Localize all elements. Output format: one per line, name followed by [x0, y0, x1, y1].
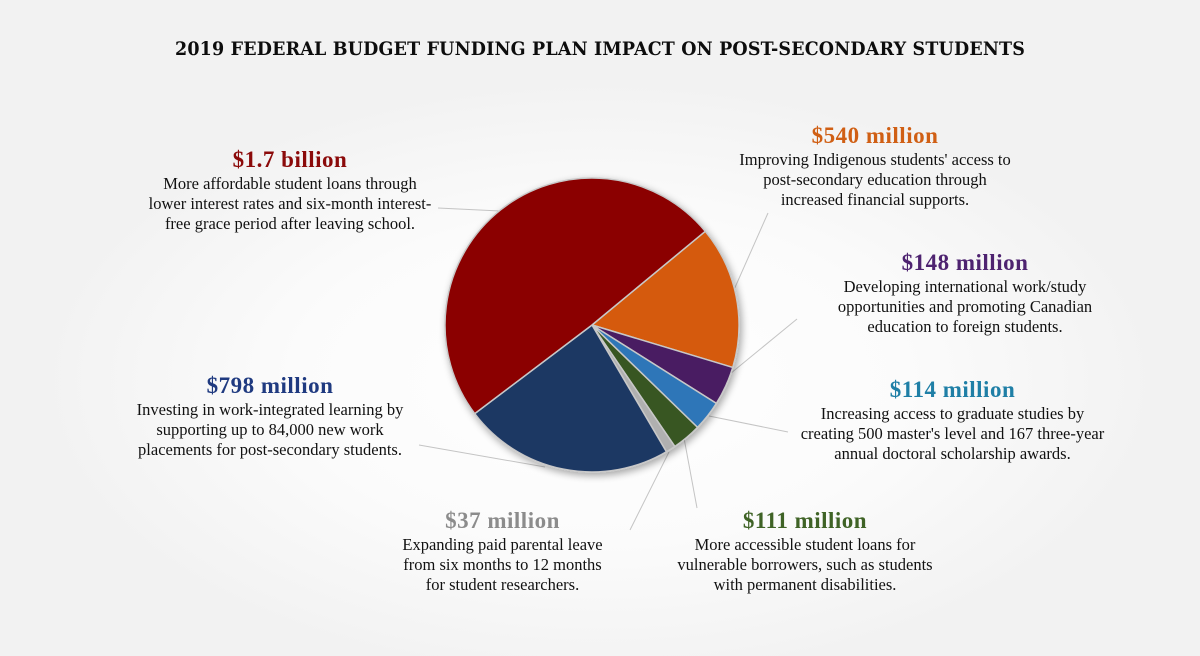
description-navy: Investing in work-integrated learning by…: [136, 400, 404, 459]
leader-lines: [418, 207, 798, 531]
leader-line-orange: [732, 212, 769, 293]
leader-line-blue: [708, 415, 789, 433]
pie-slice-540-million: [591, 230, 740, 369]
label-blue-slice: $114 million Increasing access to gradua…: [770, 376, 1135, 464]
amount-navy: $798 million: [206, 373, 334, 398]
description-orange: Improving Indigenous students' access to…: [739, 150, 1011, 209]
amount-purple: $148 million: [901, 250, 1029, 275]
pie-slices: [444, 177, 740, 473]
leader-line-gray: [629, 451, 670, 531]
label-gray-slice: $37 million Expanding paid parental leav…: [375, 507, 630, 595]
description-gray: Expanding paid parental leave from six m…: [402, 535, 603, 594]
description-red: More affordable student loans through lo…: [148, 174, 432, 233]
label-navy-slice: $798 million Investing in work-integrate…: [100, 372, 440, 460]
label-orange-slice: $540 million Improving Indigenous studen…: [700, 122, 1050, 210]
description-purple: Developing international work/study oppo…: [837, 277, 1093, 336]
label-purple-slice: $148 million Developing international wo…: [795, 249, 1135, 337]
pie-slice-798-million: [474, 324, 668, 473]
leader-line-purple: [724, 318, 798, 379]
leader-line-red: [437, 207, 501, 212]
amount-orange: $540 million: [811, 123, 939, 148]
label-red-slice: $1.7 billion More affordable student loa…: [100, 146, 480, 234]
description-blue: Increasing access to graduate studies by…: [800, 404, 1105, 463]
leader-line-green: [683, 437, 698, 509]
amount-gray: $37 million: [445, 508, 560, 533]
leader-line-navy: [418, 444, 546, 468]
amount-green: $111 million: [742, 508, 868, 533]
description-green: More accessible student loans for vulner…: [677, 535, 933, 594]
amount-red: $1.7 billion: [232, 147, 348, 172]
label-green-slice: $111 million More accessible student loa…: [650, 507, 960, 595]
chart-title: 2019 FEDERAL BUDGET FUNDING PLAN IMPACT …: [174, 38, 1026, 60]
pie-slice-1-7-billion: [444, 177, 707, 415]
amount-blue: $114 million: [889, 377, 1016, 402]
